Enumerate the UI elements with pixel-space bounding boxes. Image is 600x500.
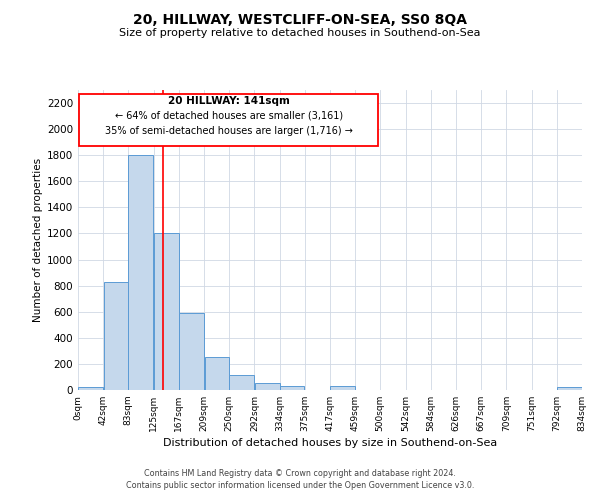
Text: Contains public sector information licensed under the Open Government Licence v3: Contains public sector information licen… — [126, 481, 474, 490]
Bar — [78, 386, 103, 390]
FancyBboxPatch shape — [79, 94, 379, 146]
Bar — [255, 384, 280, 390]
Bar — [229, 375, 254, 390]
Text: ← 64% of detached houses are smaller (3,161): ← 64% of detached houses are smaller (3,… — [115, 111, 343, 121]
Bar — [179, 313, 204, 390]
Bar — [154, 234, 179, 390]
Bar — [104, 282, 128, 390]
Text: 20 HILLWAY: 141sqm: 20 HILLWAY: 141sqm — [168, 96, 290, 106]
Bar — [128, 155, 153, 390]
Bar — [280, 386, 304, 390]
Text: Size of property relative to detached houses in Southend-on-Sea: Size of property relative to detached ho… — [119, 28, 481, 38]
Bar — [205, 356, 229, 390]
Text: 20, HILLWAY, WESTCLIFF-ON-SEA, SS0 8QA: 20, HILLWAY, WESTCLIFF-ON-SEA, SS0 8QA — [133, 12, 467, 26]
Bar — [330, 386, 355, 390]
Text: 35% of semi-detached houses are larger (1,716) →: 35% of semi-detached houses are larger (… — [105, 126, 353, 136]
Text: Contains HM Land Registry data © Crown copyright and database right 2024.: Contains HM Land Registry data © Crown c… — [144, 468, 456, 477]
Bar — [557, 388, 582, 390]
Y-axis label: Number of detached properties: Number of detached properties — [33, 158, 43, 322]
X-axis label: Distribution of detached houses by size in Southend-on-Sea: Distribution of detached houses by size … — [163, 438, 497, 448]
